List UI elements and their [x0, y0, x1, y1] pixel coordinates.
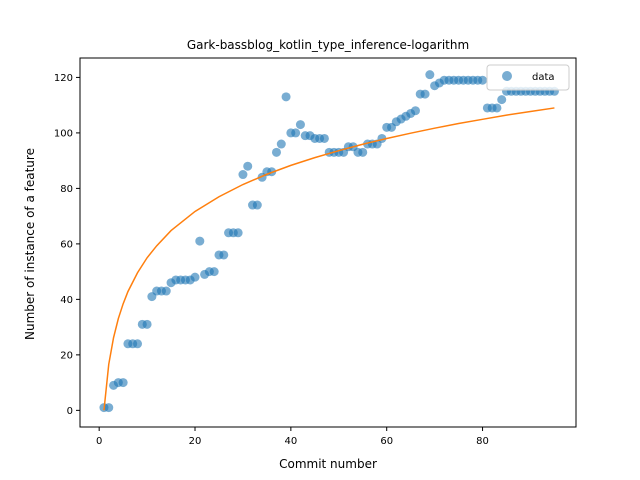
- data-point: [410, 106, 420, 116]
- plot-frame: [79, 57, 577, 428]
- data-point: [291, 128, 301, 138]
- y-tick-label: 60: [60, 239, 73, 250]
- data-point: [104, 403, 114, 413]
- data-point: [209, 267, 219, 277]
- data-point: [133, 339, 143, 349]
- data-point: [276, 139, 286, 149]
- y-tick-label: 120: [54, 73, 73, 84]
- y-tick-label: 80: [60, 184, 73, 195]
- data-point: [233, 228, 243, 238]
- data-point: [319, 133, 329, 143]
- legend-marker: [502, 71, 512, 81]
- data-point: [142, 319, 152, 329]
- y-tick-label: 40: [60, 295, 73, 306]
- y-axis-label: Number of instance of a feature: [23, 148, 37, 340]
- y-tick-label: 20: [60, 350, 73, 361]
- data-point: [161, 286, 171, 296]
- x-tick-label: 80: [476, 436, 489, 447]
- data-point: [243, 161, 253, 171]
- data-point: [271, 147, 281, 157]
- data-point: [425, 70, 435, 80]
- x-tick-label: 20: [189, 436, 202, 447]
- data-point: [219, 250, 229, 260]
- chart-title: Gark-bassblog_kotlin_type_inference-loga…: [187, 38, 469, 52]
- y-axis: 0 20 40 60 80 100 120: [54, 73, 80, 417]
- legend-box: [486, 64, 570, 91]
- data-point: [358, 147, 368, 157]
- legend-label: data: [532, 72, 555, 83]
- data-point: [281, 92, 291, 102]
- data-point: [238, 170, 248, 180]
- data-point: [295, 120, 305, 130]
- y-tick-label: 0: [67, 406, 73, 417]
- x-tick-label: 0: [96, 436, 102, 447]
- legend: data: [486, 64, 570, 91]
- data-point: [118, 378, 128, 388]
- x-tick-label: 40: [284, 436, 297, 447]
- fit-line: [103, 107, 555, 411]
- x-axis: 0 20 40 60 80: [96, 427, 489, 447]
- data-point: [497, 95, 507, 105]
- data-point: [478, 75, 488, 85]
- data-point: [190, 272, 200, 282]
- data-point: [492, 103, 502, 113]
- data-point: [420, 89, 430, 99]
- x-tick-label: 60: [380, 436, 393, 447]
- y-tick-label: 100: [54, 128, 73, 139]
- data-point: [195, 236, 205, 246]
- data-point: [252, 200, 262, 210]
- x-axis-label: Commit number: [279, 457, 377, 471]
